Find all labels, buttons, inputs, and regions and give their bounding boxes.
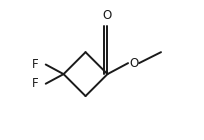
Text: F: F bbox=[32, 58, 39, 71]
Text: O: O bbox=[129, 57, 138, 70]
Text: O: O bbox=[103, 9, 112, 22]
Text: F: F bbox=[32, 77, 39, 90]
